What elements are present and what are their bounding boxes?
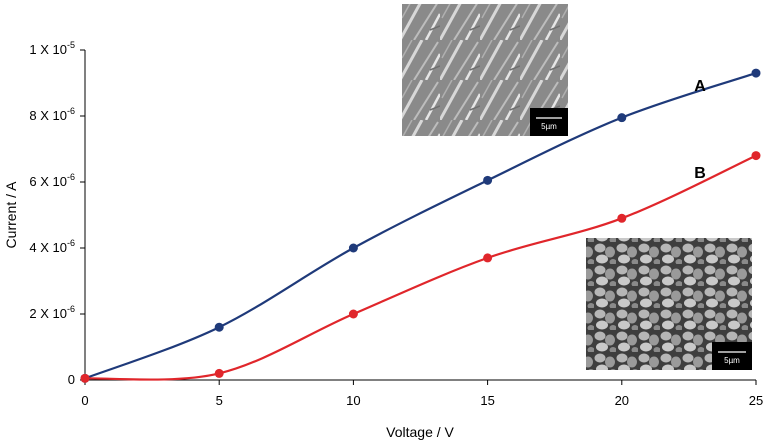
data-point-a xyxy=(751,68,761,78)
sem-image-b: 5µm xyxy=(586,238,752,370)
data-point-b xyxy=(80,373,90,383)
series-label-a: A xyxy=(694,78,706,95)
data-point-a xyxy=(348,243,358,253)
data-point-b xyxy=(751,151,761,161)
data-point-a xyxy=(617,113,627,123)
data-point-b xyxy=(617,213,627,223)
data-point-b xyxy=(348,309,358,319)
data-point-a xyxy=(483,175,493,185)
scale-bar-label: 5µm xyxy=(541,122,557,131)
x-tick-label: 0 xyxy=(81,393,88,408)
x-tick-label: 15 xyxy=(480,393,494,408)
x-tick-label: 10 xyxy=(346,393,360,408)
y-tick-label: 6 X 10-6 xyxy=(29,172,75,189)
y-tick-label: 0 xyxy=(68,372,75,387)
scale-bar-box xyxy=(530,108,568,136)
y-tick-label: 2 X 10-6 xyxy=(29,304,75,321)
data-point-b xyxy=(214,368,224,378)
y-axis-title: Current / A xyxy=(3,181,19,249)
series-label-b: B xyxy=(694,165,706,182)
series-line-a xyxy=(84,72,757,380)
x-tick-label: 25 xyxy=(749,393,763,408)
data-point-a xyxy=(214,322,224,332)
x-tick-label: 5 xyxy=(216,393,223,408)
y-tick-label: 1 X 10-5 xyxy=(29,40,75,57)
y-tick-label: 8 X 10-6 xyxy=(29,106,75,123)
series-line-b xyxy=(84,154,757,381)
scale-bar-box xyxy=(712,342,752,370)
scale-bar-label: 5µm xyxy=(724,356,740,365)
y-tick-label: 4 X 10-6 xyxy=(29,238,75,255)
sem-image-a: 5µm xyxy=(402,4,568,136)
x-axis-title: Voltage / V xyxy=(386,424,454,440)
x-tick-label: 20 xyxy=(615,393,629,408)
data-point-b xyxy=(483,253,493,263)
